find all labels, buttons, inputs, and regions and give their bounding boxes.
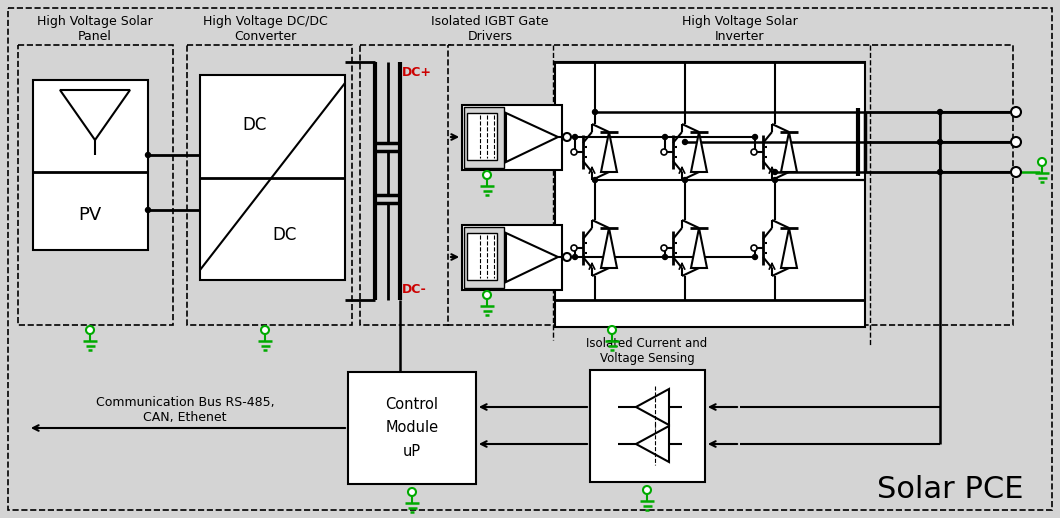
- Bar: [200, 75, 344, 280]
- Text: Isolated IGBT Gate
Drivers: Isolated IGBT Gate Drivers: [431, 15, 549, 43]
- Polygon shape: [506, 233, 558, 282]
- Bar: [467, 113, 497, 160]
- Circle shape: [937, 169, 942, 175]
- Circle shape: [145, 208, 151, 212]
- Polygon shape: [601, 228, 617, 268]
- Text: DC+: DC+: [402, 66, 432, 79]
- Text: DC: DC: [243, 116, 267, 134]
- Bar: [18, 45, 173, 325]
- Bar: [448, 45, 1013, 325]
- Polygon shape: [636, 426, 669, 462]
- Circle shape: [661, 245, 667, 251]
- Text: High Voltage Solar
Inverter: High Voltage Solar Inverter: [683, 15, 798, 43]
- Bar: [187, 45, 352, 325]
- Circle shape: [1011, 107, 1021, 117]
- Bar: [348, 372, 476, 484]
- Bar: [462, 105, 562, 170]
- Circle shape: [608, 326, 616, 334]
- Circle shape: [753, 254, 758, 260]
- Circle shape: [773, 169, 777, 175]
- Circle shape: [261, 326, 269, 334]
- Circle shape: [643, 486, 651, 494]
- Bar: [33, 80, 148, 250]
- Circle shape: [1011, 137, 1021, 147]
- Bar: [464, 227, 503, 288]
- Circle shape: [86, 326, 94, 334]
- Polygon shape: [781, 132, 797, 172]
- Polygon shape: [506, 113, 558, 162]
- Text: Solar PCE: Solar PCE: [877, 476, 1023, 505]
- Circle shape: [1038, 158, 1046, 166]
- Text: High Voltage Solar
Panel: High Voltage Solar Panel: [37, 15, 153, 43]
- Text: High Voltage DC/DC
Converter: High Voltage DC/DC Converter: [202, 15, 328, 43]
- Polygon shape: [781, 228, 797, 268]
- Circle shape: [753, 135, 758, 139]
- Text: Control
Module
uP: Control Module uP: [386, 397, 439, 459]
- Circle shape: [662, 135, 668, 139]
- Polygon shape: [691, 228, 707, 268]
- Circle shape: [750, 245, 757, 251]
- Text: Isolated Current and
Voltage Sensing: Isolated Current and Voltage Sensing: [586, 337, 708, 365]
- Circle shape: [572, 135, 578, 139]
- Circle shape: [593, 109, 598, 114]
- Circle shape: [683, 178, 688, 182]
- Circle shape: [572, 254, 578, 260]
- Polygon shape: [601, 132, 617, 172]
- Circle shape: [662, 254, 668, 260]
- Circle shape: [593, 178, 598, 182]
- Polygon shape: [691, 132, 707, 172]
- Circle shape: [773, 178, 777, 182]
- Bar: [590, 370, 705, 482]
- Circle shape: [750, 149, 757, 155]
- Bar: [467, 233, 497, 280]
- Bar: [555, 62, 865, 327]
- Polygon shape: [636, 389, 669, 425]
- Text: DC: DC: [272, 226, 297, 244]
- Circle shape: [563, 133, 571, 141]
- Bar: [464, 107, 503, 168]
- Text: DC-: DC-: [402, 283, 427, 296]
- Circle shape: [483, 171, 491, 179]
- Bar: [360, 45, 450, 325]
- Circle shape: [661, 149, 667, 155]
- Circle shape: [408, 488, 416, 496]
- Circle shape: [563, 253, 571, 261]
- Text: Communication Bus RS-485,
CAN, Ethenet: Communication Bus RS-485, CAN, Ethenet: [95, 396, 275, 424]
- Circle shape: [937, 139, 942, 145]
- Circle shape: [1011, 167, 1021, 177]
- Circle shape: [571, 149, 577, 155]
- Circle shape: [145, 152, 151, 157]
- Circle shape: [937, 109, 942, 114]
- Circle shape: [483, 291, 491, 299]
- Circle shape: [571, 245, 577, 251]
- Circle shape: [683, 139, 688, 145]
- Text: PV: PV: [78, 206, 102, 224]
- Bar: [462, 225, 562, 290]
